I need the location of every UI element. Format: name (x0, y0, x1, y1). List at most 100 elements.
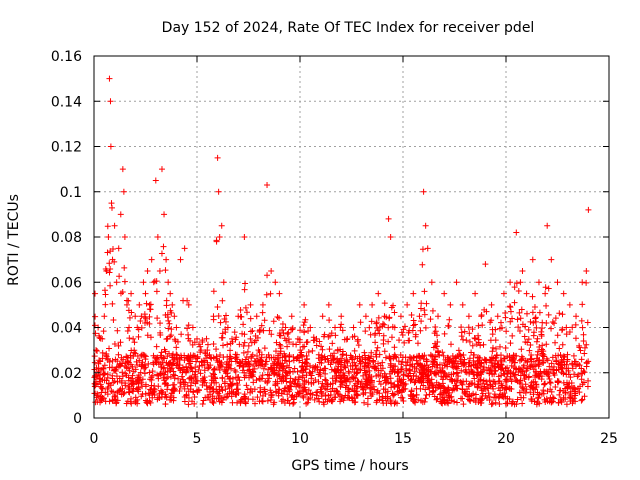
data-point (579, 324, 586, 331)
data-point (578, 356, 585, 363)
data-point (578, 376, 585, 383)
data-point (218, 334, 225, 341)
data-point (475, 336, 482, 343)
data-point (461, 389, 468, 396)
data-point (530, 391, 537, 398)
data-point (154, 234, 161, 240)
data-point (445, 371, 452, 378)
data-point (211, 365, 218, 372)
data-point (363, 376, 370, 383)
data-point (351, 333, 358, 340)
data-point (563, 379, 570, 386)
data-point (263, 354, 270, 361)
data-point (278, 378, 285, 385)
data-point (500, 290, 507, 297)
data-point (290, 341, 297, 348)
data-point (364, 361, 371, 368)
data-point (417, 327, 424, 334)
data-point (483, 394, 490, 401)
data-point (535, 370, 542, 377)
data-point (342, 384, 349, 391)
data-point (579, 279, 586, 286)
data-point (507, 385, 514, 392)
data-point (549, 319, 556, 325)
data-point (396, 337, 403, 344)
data-point (108, 204, 115, 211)
data-point (204, 386, 211, 393)
data-point (243, 353, 250, 360)
data-point (571, 384, 578, 391)
data-point (107, 382, 114, 389)
data-point (449, 353, 456, 360)
data-point (542, 284, 549, 291)
data-point (142, 315, 149, 322)
data-point (340, 369, 347, 376)
data-point (539, 342, 546, 349)
data-point (574, 373, 581, 380)
data-point (346, 370, 353, 377)
data-point (148, 377, 155, 383)
data-point (407, 354, 414, 361)
data-point (98, 366, 105, 373)
data-point (465, 359, 472, 366)
data-point (253, 361, 260, 368)
data-point (276, 341, 283, 348)
data-point (92, 390, 99, 397)
data-point (107, 98, 114, 105)
data-point (135, 326, 142, 333)
data-point (125, 377, 132, 384)
data-point (377, 381, 384, 388)
data-point (353, 370, 360, 377)
data-point (104, 391, 111, 398)
data-point (172, 337, 179, 344)
data-point (145, 360, 152, 367)
data-point (110, 389, 117, 396)
data-point (213, 237, 220, 244)
data-point (425, 384, 432, 391)
data-point (519, 400, 526, 407)
data-point (135, 384, 142, 391)
data-point (391, 309, 398, 316)
data-point (136, 357, 143, 364)
data-point (436, 391, 443, 398)
data-point (187, 337, 194, 344)
data-point (532, 314, 539, 321)
data-point (519, 267, 526, 274)
data-point (545, 285, 552, 292)
data-point (285, 388, 292, 395)
data-point (174, 352, 181, 359)
data-point (518, 356, 525, 363)
data-point (107, 143, 114, 150)
data-point (244, 386, 251, 393)
data-point (412, 378, 419, 385)
data-point (287, 375, 294, 382)
data-point (168, 326, 175, 333)
data-point (163, 256, 170, 263)
data-point (154, 371, 161, 378)
data-point (221, 380, 228, 387)
data-point (125, 388, 132, 395)
data-point (185, 331, 192, 338)
data-point (416, 313, 423, 320)
data-point (130, 335, 137, 342)
data-point (147, 376, 154, 383)
data-point (455, 373, 462, 380)
data-point (445, 393, 452, 400)
data-point (416, 354, 423, 361)
data-point (451, 398, 458, 405)
data-point (176, 387, 183, 394)
data-point (471, 334, 478, 341)
data-point (92, 290, 99, 297)
data-point (524, 339, 531, 346)
data-point (348, 374, 355, 381)
data-point (101, 287, 108, 294)
data-point (304, 399, 311, 406)
x-tick-label: 25 (600, 431, 618, 447)
data-point (539, 360, 546, 367)
data-point (249, 327, 256, 334)
data-point (147, 334, 154, 341)
data-point (516, 309, 523, 316)
data-point (146, 313, 153, 320)
data-point (205, 364, 212, 371)
data-point (109, 300, 116, 307)
